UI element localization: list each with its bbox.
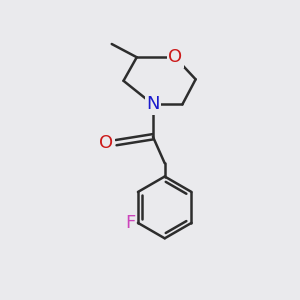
Text: O: O <box>168 48 182 66</box>
Text: F: F <box>125 214 135 232</box>
Text: N: N <box>146 95 160 113</box>
Text: O: O <box>99 134 113 152</box>
